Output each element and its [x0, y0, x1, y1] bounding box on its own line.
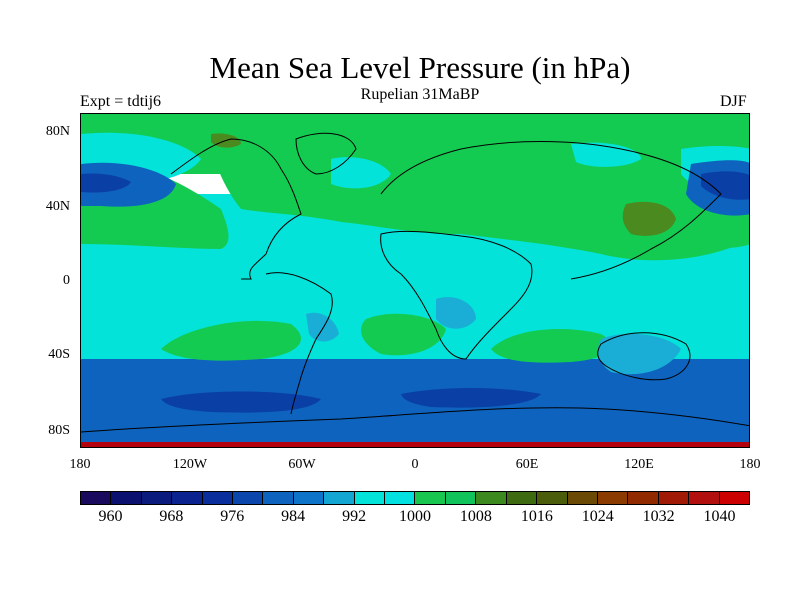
colorbar-swatch: [597, 492, 629, 504]
coast-australia: [597, 332, 691, 381]
coast-eurasia: [380, 141, 722, 280]
circumpolar-low-pacific: [161, 391, 321, 413]
colorbar-tick-label: 992: [342, 508, 367, 525]
colorbar-swatch: [567, 492, 598, 504]
lat-tick-label: 40N: [45, 199, 70, 214]
colorbar-tick-label: 976: [220, 508, 245, 525]
lon-tick-label: 180: [69, 457, 91, 472]
pressure-map-svg: [81, 114, 749, 447]
low-pressure-pacific-east-core: [701, 171, 749, 200]
lon-tick-label: 0: [411, 457, 419, 472]
colorbar-tick-label: 984: [281, 508, 306, 525]
coast-greenland: [295, 132, 357, 175]
colorbar-swatch: [141, 492, 173, 504]
colorbar: [80, 491, 750, 505]
arctic-low-2: [331, 157, 391, 189]
colorbar-tick-label: 960: [98, 508, 123, 525]
colorbar-swatch: [324, 492, 355, 504]
colorbar-swatch: [172, 492, 203, 504]
colorbar-tick-label: 968: [159, 508, 184, 525]
lat-tick-label: 80N: [45, 124, 70, 139]
lat-tick-label: 0: [63, 273, 70, 288]
lon-tick-label: 60E: [515, 457, 539, 472]
low-pressure-pacific-west-core: [81, 173, 131, 193]
low-australia: [598, 333, 681, 375]
pressure-map: [80, 113, 750, 448]
low-africa: [436, 296, 476, 329]
low-south-america: [306, 312, 339, 342]
chart-subtitle: Rupelian 31MaBP: [360, 86, 480, 103]
high-pressure-indian-ocean: [491, 329, 611, 363]
colorbar-swatch: [202, 492, 234, 504]
colorbar-swatch: [689, 492, 720, 504]
colorbar-swatch: [354, 492, 386, 504]
colorbar-tick-label: 1008: [459, 508, 492, 525]
colorbar-swatch: [445, 492, 477, 504]
colorbar-swatch: [233, 492, 264, 504]
circumpolar-low-indian: [401, 388, 541, 408]
colorbar-tick-label: 1040: [703, 508, 736, 525]
chart-title: Mean Sea Level Pressure (in hPa): [209, 50, 631, 85]
colorbar-tick-label: 1000: [399, 508, 431, 525]
colorbar-swatch: [111, 492, 142, 504]
colorbar-swatch: [537, 492, 568, 504]
lon-tick-label: 120E: [624, 457, 654, 472]
coast-africa: [380, 230, 533, 360]
siberian-high-core: [622, 201, 676, 236]
colorbar-tick-label: 1032: [642, 508, 675, 525]
colorbar-swatch: [81, 492, 112, 504]
colorbar-swatch: [293, 492, 325, 504]
colorbar-swatch: [719, 492, 749, 504]
season-label: DJF: [720, 93, 747, 110]
coastlines: [81, 132, 749, 433]
coast-antarctica: [81, 407, 749, 433]
lon-tick-label: 60W: [288, 457, 316, 472]
high-pressure-south-pacific: [161, 320, 301, 361]
lon-tick-label: 120W: [172, 457, 208, 472]
colorbar-tick-label: 1016: [520, 508, 553, 525]
arctic-low-3: [571, 142, 641, 167]
lat-tick-label: 80S: [48, 423, 70, 438]
colorbar-tick-label: 1024: [581, 508, 614, 525]
colorbar-swatch: [415, 492, 446, 504]
coast-north-america: [170, 138, 302, 280]
lat-tick-label: 40S: [48, 347, 70, 362]
experiment-label: Expt = tdtij6: [80, 93, 162, 110]
colorbar-swatch: [658, 492, 690, 504]
colorbar-swatch: [263, 492, 294, 504]
colorbar-swatch: [476, 492, 507, 504]
colorbar-swatch: [628, 492, 659, 504]
colorbar-swatch: [506, 492, 538, 504]
coast-south-america: [265, 272, 333, 415]
colorbar-swatch: [385, 492, 416, 504]
lon-tick-label: 180: [739, 457, 761, 472]
high-pressure-south-atlantic: [361, 313, 446, 356]
band-antarctic-high: [81, 442, 749, 447]
